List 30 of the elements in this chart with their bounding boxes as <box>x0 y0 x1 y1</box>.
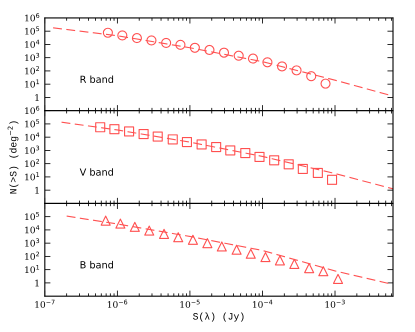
y-tick-label: 10$^{4}$ <box>25 40 40 48</box>
y-tick-label: 10$^{4}$ <box>25 132 40 141</box>
y-tick-label: 10$^{3}$ <box>25 52 40 62</box>
y-tick-label: 10$^{5}$ <box>25 212 40 220</box>
y-tick-label: 10$^{5}$ <box>25 119 40 128</box>
y-tick-label: 1 <box>35 186 39 194</box>
y-axis-title: N(>S) (deg$^{−2}$) <box>8 121 18 194</box>
y-tick-label: 10$^{5}$ <box>25 26 40 35</box>
y-tick-label: 10$^{3}$ <box>25 238 40 247</box>
y-tick-label: 10$^{6}$ <box>25 106 40 114</box>
x-tick-label: 10$^{−4}$ <box>252 300 272 308</box>
annotation: B band <box>80 260 113 268</box>
y-tick-label: 1 <box>35 280 39 286</box>
x-tick-label: 10$^{−3}$ <box>326 300 345 308</box>
y-tick-label: 10$^{6}$ <box>25 13 40 22</box>
y-tick-label: 10$^{1}$ <box>25 79 40 88</box>
x-tick-label: 10$^{−6}$ <box>108 300 128 308</box>
y-tick-label: 10$^{2}$ <box>25 66 40 74</box>
y-tick-label: 10$^{3}$ <box>25 146 40 154</box>
y-tick-label: 10$^{2}$ <box>25 252 40 260</box>
x-tick-label: 10$^{−7}$ <box>35 300 55 308</box>
y-tick-label: 10$^{2}$ <box>25 158 40 168</box>
annotation: R band <box>80 75 114 83</box>
x-tick-label: 10$^{−5}$ <box>180 300 200 308</box>
y-tick-label: 10$^{4}$ <box>25 225 40 234</box>
annotation: V band <box>80 168 113 176</box>
y-tick-label: 10$^{1}$ <box>25 264 40 274</box>
y-tick-label: 10$^{1}$ <box>25 172 40 180</box>
y-tick-label: 1 <box>35 94 39 101</box>
x-axis-title: S(λ) (Jy) <box>193 312 244 322</box>
